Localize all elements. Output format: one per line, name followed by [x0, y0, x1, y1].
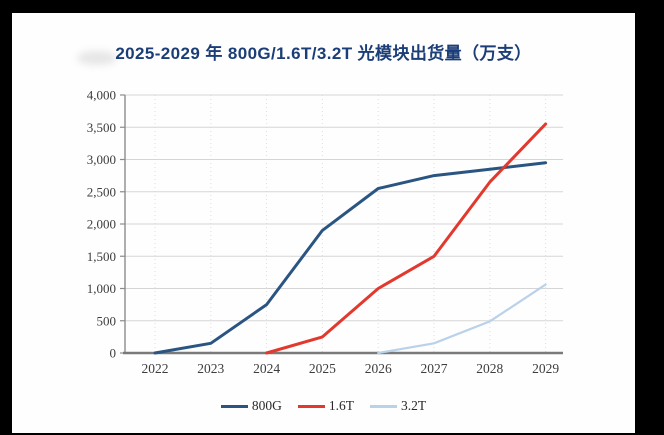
y-axis-tick-label: 0	[110, 346, 117, 361]
x-axis-tick-label: 2029	[532, 361, 559, 376]
x-axis-tick-label: 2025	[309, 361, 336, 376]
legend-item-1.6T: 1.6T	[297, 398, 354, 414]
line-chart: 0 500 1,000 1,500 2,000 2,500 3,000 3,500 4,000 2…	[87, 88, 563, 376]
scan-smudge-artifact	[77, 51, 117, 65]
legend-label: 800G	[251, 398, 282, 413]
x-axis-tick-label: 2027	[421, 361, 448, 376]
legend-label: 3.2T	[401, 398, 427, 413]
chart-legend: 800G 1.6T 3.2T	[12, 398, 635, 414]
legend-swatch-800G	[220, 404, 248, 408]
legend-swatch-3.2T	[370, 404, 397, 408]
y-axis-tick-label: 500	[97, 313, 117, 328]
series-line-800G	[153, 161, 548, 355]
x-axis-tick-label: 2022	[142, 361, 169, 376]
y-axis-tick-label: 2,000	[87, 217, 116, 232]
legend-label: 1.6T	[328, 398, 354, 413]
y-axis-tick-label: 1,000	[87, 281, 116, 296]
y-axis-tick-label: 3,000	[87, 152, 116, 167]
y-axis-tick-label: 4,000	[87, 88, 116, 103]
legend-item-3.2T: 3.2T	[370, 398, 426, 414]
x-axis-tick-label: 2023	[197, 361, 224, 376]
series-line-3.2T	[377, 283, 547, 355]
chart-title: 2025-2029 年 800G/1.6T/3.2T 光模块出货量（万支）	[115, 44, 532, 63]
x-axis-tick-label: 2028	[476, 361, 503, 376]
legend-item-800G: 800G	[220, 398, 282, 414]
y-axis-tick-label: 2,500	[87, 184, 116, 199]
x-axis-tick-label: 2024	[253, 361, 280, 376]
y-axis-tick-label: 1,500	[87, 249, 116, 264]
series-line-1.6T	[265, 122, 548, 355]
x-axis-tick-label: 2026	[365, 361, 392, 376]
y-axis-tick-label: 3,500	[87, 120, 116, 135]
chart-panel: 2025-2029 年 800G/1.6T/3.2T 光模块出货量（万支） 0 5…	[12, 13, 635, 433]
legend-swatch-1.6T	[297, 404, 325, 408]
